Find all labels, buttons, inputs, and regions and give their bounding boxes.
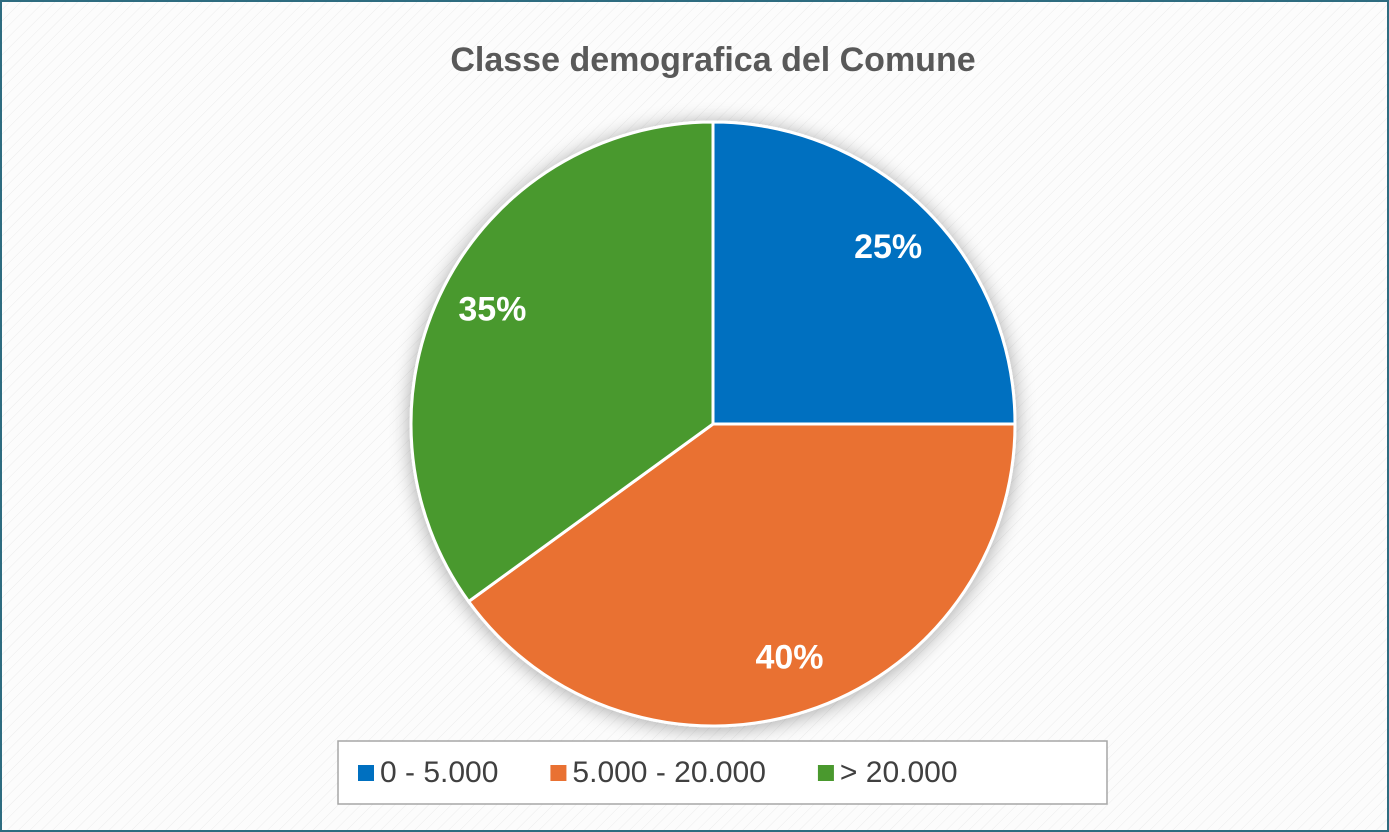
legend-label: > 20.000 bbox=[840, 756, 958, 789]
pie bbox=[409, 120, 1017, 728]
pie-slice bbox=[409, 120, 715, 604]
pie-slice bbox=[711, 120, 1017, 426]
data-label: 40% bbox=[755, 639, 823, 677]
legend-box bbox=[337, 740, 1108, 805]
legend-label: 5.000 - 20.000 bbox=[572, 756, 766, 789]
legend-label: 0 - 5.000 bbox=[380, 756, 498, 789]
legend-swatch bbox=[550, 765, 567, 781]
legend-swatch bbox=[817, 765, 834, 781]
legend-swatch bbox=[358, 765, 374, 781]
data-label: 35% bbox=[458, 291, 526, 329]
pie-slice bbox=[466, 422, 1017, 728]
chart-title: Classe demografica del Comune bbox=[450, 41, 975, 79]
data-label: 25% bbox=[854, 228, 922, 266]
